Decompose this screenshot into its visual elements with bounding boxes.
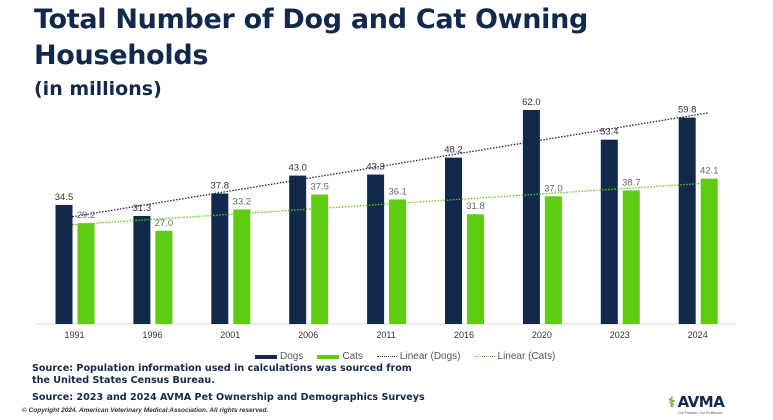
trendline-dogs [72,112,708,218]
chart-legend: Dogs Cats Linear (Dogs) Linear (Cats) [255,351,555,362]
x-tick-label: 2024 [688,330,708,340]
chart-subtitle: (in millions) [34,78,162,100]
cat-data-label: 36.1 [388,186,407,197]
dog-data-label: 43.0 [288,163,307,174]
legend-item-linear-cats: Linear (Cats) [474,351,556,362]
cat-data-label: 29.2 [77,210,96,221]
cat-data-label: 37.0 [544,183,563,194]
caduceus-icon: ⚕ [668,393,676,410]
source-note-avma: Source: 2023 and 2024 AVMA Pet Ownership… [32,392,425,403]
cat-bar [233,209,251,324]
cat-data-label: 38.7 [622,177,641,188]
dog-data-label: 48.2 [444,145,463,156]
dog-data-label: 31.3 [133,203,152,214]
cat-bar [77,223,95,324]
legend-label: Linear (Cats) [497,351,556,362]
cat-bar [467,214,484,324]
dog-data-label: 53.4 [600,127,619,138]
x-tick-label: 2023 [610,330,630,340]
legend-item-linear-dogs: Linear (Dogs) [376,351,461,362]
dog-bar [133,215,151,324]
legend-label: Linear (Dogs) [399,351,461,362]
dog-data-label: 59.8 [678,105,697,116]
legend-swatch-linear-cats [474,356,495,357]
dog-data-label: 43.3 [366,162,385,173]
trendline-cats [72,182,708,226]
cat-bar [622,190,640,324]
legend-label: Cats [342,351,363,362]
legend-swatch-linear-dogs [376,356,397,357]
dog-bar [678,117,696,324]
x-tick-label: 2006 [298,330,318,340]
dog-bar [367,174,385,324]
x-tick-label: 2011 [376,330,395,340]
dog-bar [289,175,307,324]
chart-title: Total Number of Dog and Cat Owning House… [34,4,589,71]
dog-data-label: 37.8 [211,181,230,192]
legend-swatch-cats [317,354,340,359]
cat-data-label: 37.5 [310,182,329,193]
copyright-notice: © Copyright 2024. American Veterinary Me… [22,407,269,414]
legend-item-cats: Cats [317,351,363,362]
dog-bar [445,157,462,324]
x-tick-label: 2001 [220,330,240,340]
logo-text: AVMA [677,393,725,411]
cat-bar [544,196,562,324]
legend-label: Dogs [280,351,304,362]
source-note-census: Source: Population information used in c… [32,363,412,386]
cat-bar [311,194,329,324]
x-tick-label: 2020 [532,330,552,340]
x-tick-label: 1996 [142,330,162,340]
dog-data-label: 34.5 [55,192,74,203]
legend-item-dogs: Dogs [255,351,303,362]
dog-data-label: 62.0 [522,97,541,108]
avma-logo: ⚕ AVMA [668,393,725,411]
dog-bar [522,110,540,324]
legend-swatch-dogs [255,354,277,359]
logo-tagline: Our Passion. Our Profession. [678,411,724,415]
x-tick-label: 1991 [64,330,84,340]
cat-data-label: 27.0 [155,218,174,229]
x-tick-label: 2016 [454,330,474,340]
cat-data-label: 31.8 [466,201,485,212]
cat-data-label: 42.1 [700,166,719,177]
dog-bar [600,139,618,324]
cat-data-label: 33.2 [233,196,252,207]
dog-bar [55,204,73,324]
cat-bar [155,230,173,324]
dog-bar [211,193,229,324]
cat-bar [389,199,407,324]
cat-bar [700,178,718,324]
